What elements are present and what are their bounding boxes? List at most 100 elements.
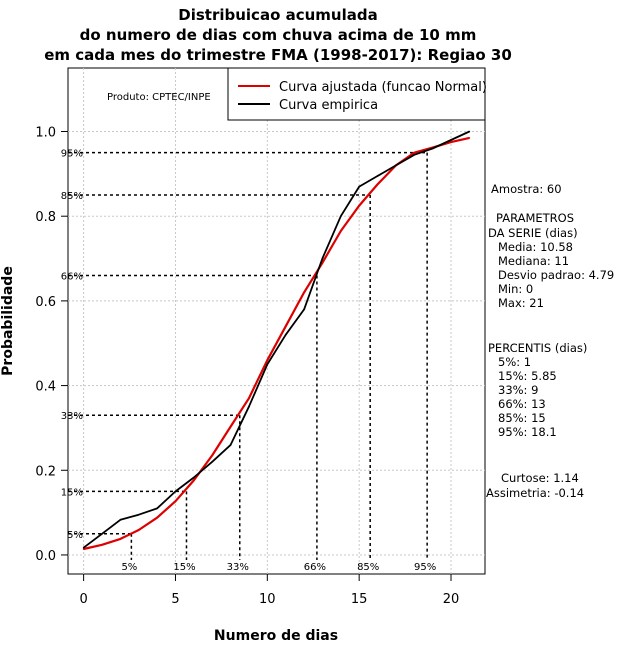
percentile-label-y-1: 15% <box>61 487 83 498</box>
series-1-point-17 <box>395 164 397 167</box>
product-label: Produto: CPTEC/INPE <box>107 92 211 103</box>
chart-title-line-1: Distribuicao acumulada <box>178 6 377 24</box>
series-0-point-9 <box>248 397 250 400</box>
y-tick-label-5: 1.0 <box>35 126 56 141</box>
percentile-label-y-2: 33% <box>61 411 83 422</box>
series-1-point-15 <box>358 185 360 188</box>
legend: Curva ajustada (funcao Normal) Curva emp… <box>227 67 487 121</box>
x-axis-label: Numero de dias <box>214 628 338 644</box>
y-axis-label: Probabilidade <box>0 266 16 376</box>
y-tick-label-0: 0.0 <box>35 549 56 564</box>
percentiles-title: PERCENTIS (dias) <box>488 341 587 355</box>
percentile-label-x-5: 95% <box>414 562 436 573</box>
axes: 0 5 10 15 20 0.0 0.2 0.4 0.6 0.8 1.0 <box>35 126 459 607</box>
param-stddev: Desvio padrao: 4.79 <box>498 268 614 282</box>
plot-frame <box>67 67 486 575</box>
series-0-point-18 <box>413 151 416 154</box>
series-0-point-8 <box>229 425 232 428</box>
perc-66: 66%: 13 <box>498 397 546 411</box>
param-median: Mediana: 11 <box>498 254 569 268</box>
series-0-point-1 <box>101 543 103 546</box>
legend-box <box>227 67 486 121</box>
legend-label-fitted: Curva ajustada (funcao Normal) <box>279 80 487 95</box>
perc-95: 95%: 18.1 <box>498 425 557 439</box>
series-0-point-20 <box>450 141 452 143</box>
series-1-point-21 <box>468 130 471 133</box>
chart-title-line-3: em cada mes do trimestre FMA (1998-2017)… <box>44 46 512 64</box>
series-0-point-0 <box>82 548 85 550</box>
series-1-point-16 <box>376 175 379 177</box>
series-0-point-15 <box>358 204 360 207</box>
series-1-point-2 <box>119 519 122 521</box>
series-1-point-6 <box>193 476 195 479</box>
series-layer <box>82 130 471 551</box>
series-1-point-19 <box>431 147 434 150</box>
stats-panel: Amostra: 60 PARAMETROS DA SERIE (dias) M… <box>486 182 614 500</box>
percentile-label-y-4: 85% <box>61 191 83 202</box>
param-min: Min: 0 <box>498 282 533 296</box>
percentile-label-x-1: 15% <box>173 562 195 573</box>
percentile-label-x-4: 85% <box>357 562 379 573</box>
series-1-point-12 <box>303 308 305 311</box>
series-1-point-9 <box>248 405 250 408</box>
skewness: Assimetria: -0.14 <box>486 486 584 500</box>
series-1-point-1 <box>101 532 103 535</box>
series-1-point-14 <box>339 215 342 218</box>
percentile-label-x-3: 66% <box>304 562 326 573</box>
perc-85: 85%: 15 <box>498 411 546 425</box>
perc-5: 5%: 1 <box>498 355 531 369</box>
series-0-point-21 <box>468 137 471 139</box>
perc-33: 33%: 9 <box>498 383 538 397</box>
series-0-point-10 <box>266 359 269 361</box>
series-0-point-12 <box>303 291 305 294</box>
series-1-point-7 <box>211 460 214 463</box>
y-tick-label-4: 0.8 <box>35 210 56 225</box>
legend-label-empirical: Curva empirica <box>279 98 378 113</box>
sample-size: Amostra: 60 <box>491 182 562 196</box>
series-1-point-4 <box>156 507 158 510</box>
series-line-1 <box>83 130 470 549</box>
series-0-point-3 <box>137 529 140 531</box>
params-title-1: PARAMETROS <box>496 211 574 225</box>
series-0-point-11 <box>284 325 287 328</box>
x-tick-label-1: 5 <box>171 592 179 607</box>
series-0-point-2 <box>119 538 122 540</box>
x-tick-label-2: 10 <box>259 592 276 607</box>
percentile-label-y-5: 95% <box>61 149 83 160</box>
kurtosis: Curtose: 1.14 <box>501 471 579 485</box>
perc-15: 15%: 5.85 <box>498 369 557 383</box>
y-tick-label-1: 0.2 <box>35 464 56 479</box>
y-tick-label-2: 0.4 <box>35 380 56 395</box>
series-line-0 <box>83 136 470 551</box>
y-tick-label-3: 0.6 <box>35 295 56 310</box>
series-1-point-3 <box>137 513 140 516</box>
series-1-point-0 <box>82 546 85 549</box>
params-title-2: DA SERIE (dias) <box>488 226 578 240</box>
series-1-point-8 <box>229 444 232 446</box>
series-0-point-6 <box>193 479 195 482</box>
series-0-point-5 <box>174 500 177 502</box>
series-1-point-5 <box>174 490 177 493</box>
series-0-point-13 <box>321 261 324 264</box>
series-1-point-18 <box>413 154 416 156</box>
series-0-point-16 <box>376 183 379 186</box>
x-tick-label-0: 0 <box>79 592 87 607</box>
series-0-point-4 <box>156 516 158 519</box>
series-1-point-13 <box>321 257 324 260</box>
series-1-point-11 <box>284 333 287 336</box>
x-tick-label-4: 20 <box>443 592 460 607</box>
param-mean: Media: 10.58 <box>498 240 573 254</box>
series-1-point-10 <box>266 363 269 366</box>
param-max: Max: 21 <box>498 296 544 310</box>
series-1-point-20 <box>450 139 452 141</box>
x-tick-label-3: 15 <box>351 592 368 607</box>
percentile-label-y-3: 66% <box>61 271 83 282</box>
percentile-lines: 5% 5% 15% 15% 33% 33% 66% 66% 85% 85% 95% 95% <box>61 149 436 573</box>
percentile-label-x-0: 5% <box>121 562 137 573</box>
chart-title-line-2: do numero de dias com chuva acima de 10 … <box>80 26 477 44</box>
percentile-label-y-0: 5% <box>67 530 83 541</box>
grid <box>68 68 485 574</box>
percentile-label-x-2: 33% <box>227 562 249 573</box>
series-0-point-14 <box>339 230 342 232</box>
